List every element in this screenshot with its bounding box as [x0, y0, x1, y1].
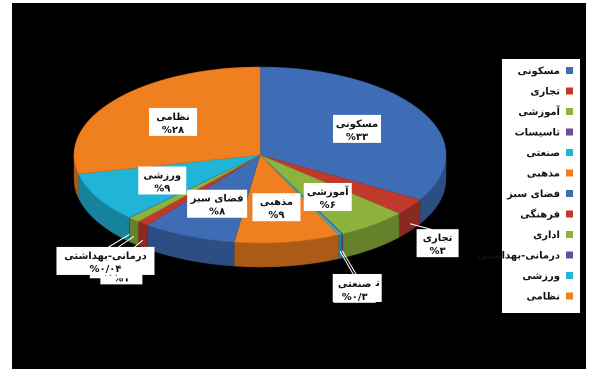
- slice-label-10: ورزشی: [143, 170, 181, 181]
- slice-label-box: [149, 107, 198, 136]
- legend-entry: مذهبی: [527, 169, 560, 180]
- legend-swatch: [566, 292, 573, 300]
- legend-entry: آموزشی: [518, 105, 560, 118]
- legend-swatch: [566, 272, 573, 279]
- slice-value-11: %۲۸: [162, 125, 184, 136]
- slice-label-box: [252, 193, 301, 222]
- slice-labels: مسکونی%۳۳تجاری%۳آموزشی%۶تاسیسات%۰/۱صنعتی…: [56, 107, 459, 303]
- pie-side-صنعتی: [338, 233, 342, 260]
- legend-swatch: [566, 149, 573, 156]
- slice-label-1: تجاری: [423, 233, 453, 244]
- legend-entry: نظامی: [526, 292, 560, 303]
- slice-label-9: درمانی-بهداشتی: [64, 251, 146, 262]
- legend-swatch: [566, 210, 573, 218]
- legend-swatch: [566, 231, 573, 238]
- leader-line: [105, 234, 130, 250]
- slice-label-11: نظامی: [156, 112, 190, 123]
- slice-label-box: [416, 229, 459, 258]
- slice-value-7: %۱: [113, 273, 129, 284]
- slice-value-1: %۳: [430, 246, 446, 257]
- pie-side-فرهنگی: [138, 221, 148, 250]
- pie-chart: مسکونی%۳۳تجاری%۳آموزشی%۶تاسیسات%۰/۱صنعتی…: [56, 59, 580, 313]
- legend-frame: [502, 59, 580, 313]
- slice-label-2: آموزشی: [307, 185, 349, 198]
- legend-swatch: [566, 251, 573, 259]
- legend-entry: تجاری: [530, 87, 560, 98]
- slice-value-9: %۰/۰۴: [89, 264, 121, 275]
- legend-entry: فضای سبز: [506, 189, 560, 200]
- slice-label-box: [333, 274, 376, 303]
- legend-swatch: [566, 128, 573, 136]
- slice-label-box: [56, 246, 155, 275]
- legend-swatch: [566, 169, 573, 177]
- legend-entry: ورزشی: [522, 271, 560, 282]
- slice-value-6: %۸: [209, 207, 225, 218]
- pie-side-اداری: [129, 217, 139, 246]
- slice-value-2: %۶: [320, 200, 336, 211]
- slice-value-0: %۳۳: [346, 132, 368, 143]
- legend-entry: اداری: [533, 230, 560, 241]
- slice-label-box: [332, 114, 381, 143]
- legend-entry: تاسیسات: [515, 128, 561, 139]
- slice-value-10: %۹: [154, 183, 170, 194]
- legend-entry: درمانی-بهداشتی: [478, 251, 560, 262]
- leader-line: [339, 250, 356, 278]
- legend: مسکونی تجاری آموزشی تاسیسات صنعتی مذهبی فضای س…: [478, 59, 580, 313]
- legend-swatch: [566, 108, 573, 115]
- legend-swatch: [566, 87, 573, 95]
- legend-entry: صنعتی: [526, 148, 560, 159]
- slice-label-box: [187, 189, 248, 218]
- slice-label-0: مسکونی: [336, 119, 378, 130]
- leader-line: [341, 250, 358, 277]
- slice-label-box: [138, 166, 187, 195]
- legend-swatch: [566, 67, 573, 74]
- slice-label-6: فضای سبز: [190, 194, 244, 205]
- slice-label-4: صنعتی: [338, 279, 372, 290]
- slice-value-5: %۹: [268, 210, 284, 221]
- legend-entry: مسکونی: [518, 66, 560, 77]
- legend-entry: فرهنگی: [520, 208, 560, 221]
- slice-label-box: [303, 182, 352, 211]
- legend-swatch: [566, 190, 573, 197]
- slice-label-5: مذهبی: [260, 197, 293, 208]
- slice-value-4: %۰/۳: [342, 292, 368, 303]
- chart-panel: مسکونی%۳۳تجاری%۳آموزشی%۶تاسیسات%۰/۱صنعتی…: [12, 3, 586, 369]
